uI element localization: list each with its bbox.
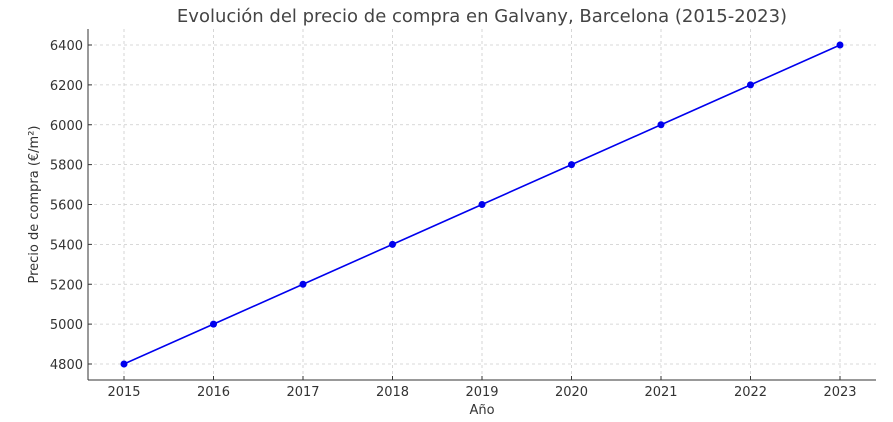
x-tick-label: 2020 bbox=[555, 385, 588, 400]
data-point bbox=[478, 201, 486, 208]
y-tick-label: 5400 bbox=[50, 238, 83, 253]
y-tick-label: 5800 bbox=[50, 159, 83, 174]
data-point bbox=[568, 161, 575, 169]
data-point bbox=[747, 81, 754, 89]
x-tick-label: 2023 bbox=[823, 385, 856, 400]
y-tick-label: 5000 bbox=[50, 318, 83, 333]
data-point bbox=[120, 360, 128, 368]
data-point bbox=[657, 121, 665, 129]
data-point bbox=[836, 41, 844, 49]
y-tick-label: 4800 bbox=[50, 358, 83, 373]
data-point bbox=[389, 240, 396, 248]
x-axis-label: Año bbox=[469, 403, 494, 418]
x-tick-label: 2022 bbox=[734, 385, 767, 400]
y-tick-label: 6000 bbox=[50, 119, 83, 134]
x-tick-label: 2018 bbox=[376, 385, 409, 400]
y-tick-label: 5200 bbox=[50, 278, 83, 293]
chart-title: Evolución del precio de compra en Galvan… bbox=[177, 6, 787, 27]
data-point bbox=[210, 320, 217, 328]
x-tick-label: 2021 bbox=[644, 385, 677, 400]
y-axis-label: Precio de compra (€/m²) bbox=[27, 125, 42, 283]
x-tick-label: 2016 bbox=[197, 385, 230, 400]
x-tick-label: 2017 bbox=[286, 385, 319, 400]
x-tick-label: 2015 bbox=[107, 385, 140, 400]
y-tick-label: 6400 bbox=[50, 39, 83, 54]
data-point bbox=[299, 280, 307, 288]
x-tick-label: 2019 bbox=[465, 385, 498, 400]
y-tick-label: 5600 bbox=[50, 199, 83, 214]
y-tick-label: 6200 bbox=[50, 79, 83, 94]
